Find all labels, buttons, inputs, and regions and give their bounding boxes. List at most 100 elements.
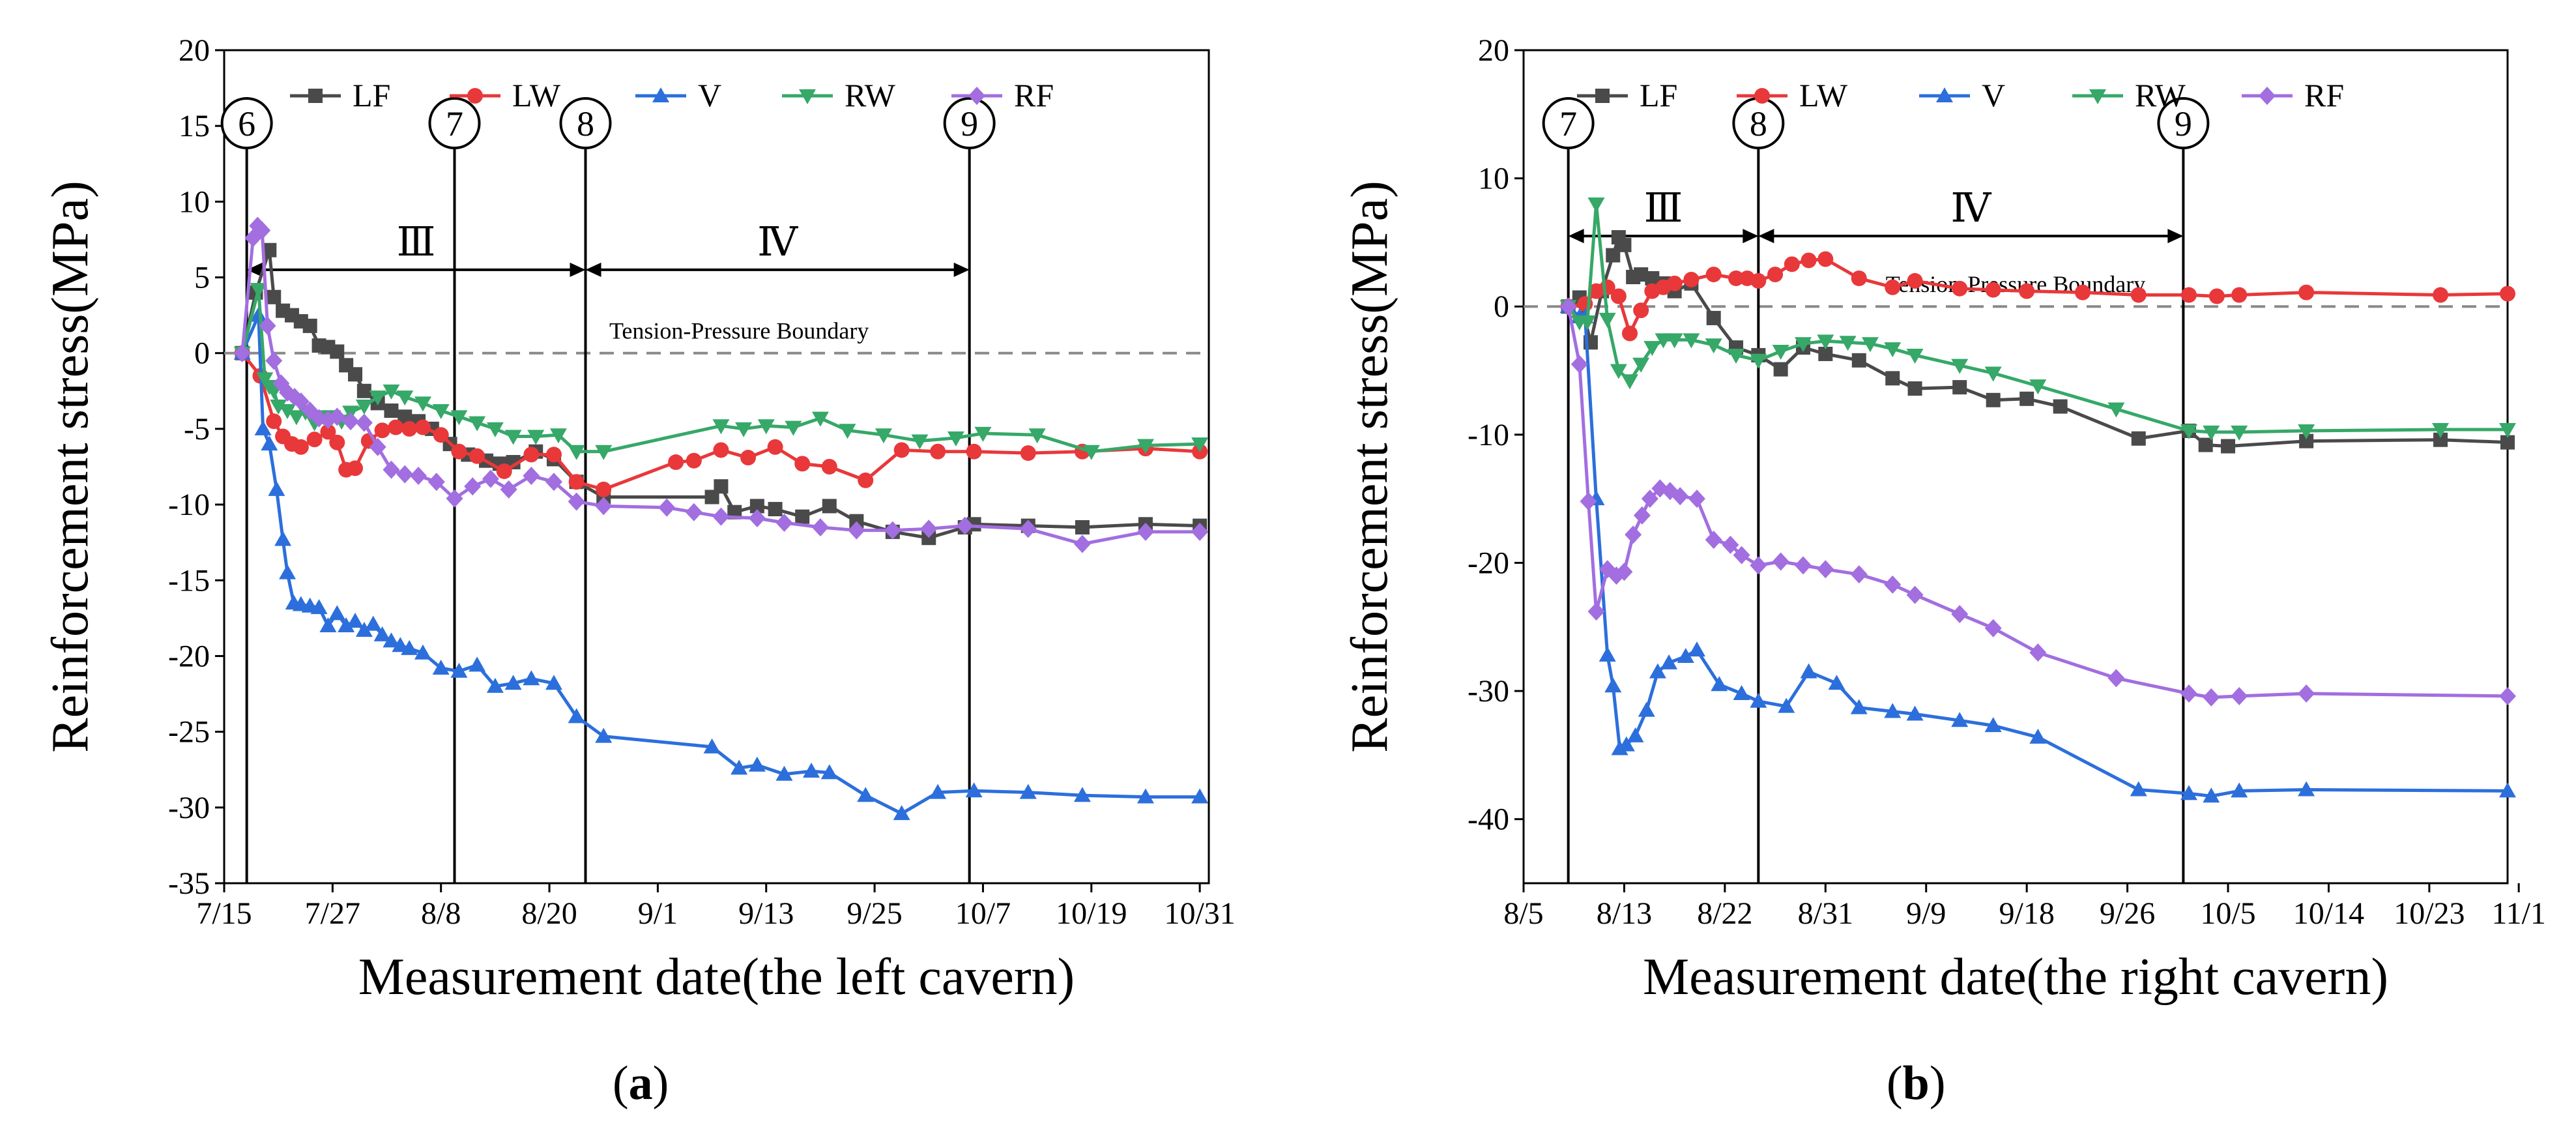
c0-point-rf <box>342 412 360 431</box>
c1-point-lw <box>2433 287 2449 303</box>
c0-point-lw <box>401 420 418 437</box>
c0-point-lw <box>794 456 811 472</box>
c1-legend-label: LF <box>1640 77 1677 113</box>
c1-point-rf <box>1772 552 1789 571</box>
c0-point-rw <box>757 419 775 435</box>
c1-x-tick-label: 10/5 <box>2200 896 2255 931</box>
c1-stage-arrow-head-right <box>1743 229 1759 244</box>
c0-point-v <box>383 632 400 648</box>
c1-point-rw <box>1728 348 1745 364</box>
c1-point-v <box>1906 705 1924 721</box>
c1-legend-lf: LF <box>1577 77 1677 113</box>
c1-point-lw <box>1622 325 1638 342</box>
c1-legend-marker <box>1754 88 1770 104</box>
c1-legend-marker <box>1595 89 1610 103</box>
c0-point-rf <box>956 516 974 535</box>
c1-point-rf <box>1641 490 1658 508</box>
c1-point-lw <box>2231 287 2248 303</box>
c0-legend-rw: RW <box>782 77 896 113</box>
c0-point-lf <box>262 242 277 257</box>
c1-point-lf <box>1634 267 1649 282</box>
c0-point-rw <box>287 410 305 426</box>
c1-point-v <box>1611 740 1628 755</box>
c0-y-tick-label: -15 <box>168 563 210 598</box>
c0-point-rw <box>527 430 545 445</box>
c0-y-tick-label: -20 <box>168 639 210 673</box>
c1-point-v <box>1733 685 1750 701</box>
c0-point-v <box>1191 788 1209 804</box>
c0-stage-arrow-head-left <box>585 262 601 277</box>
c0-point-rw <box>1136 439 1154 454</box>
c1-point-rw <box>1794 337 1812 353</box>
c0-legend-marker <box>308 89 323 103</box>
c1-point-lw <box>1817 251 1834 267</box>
c1-point-rw <box>2499 422 2516 438</box>
c0-legend-label: LW <box>512 77 561 113</box>
c1-point-rf <box>2499 686 2516 705</box>
c0-point-rf <box>712 507 730 526</box>
c0-stage-circle <box>943 97 996 149</box>
chart-right-cavern: -40 -30 -20 -10 0 10 20 8/5 8/13 8/22 8/31 9/9 9/18 9… <box>1341 33 2546 1006</box>
c1-point-rw <box>1632 357 1650 373</box>
c0-legend-marker <box>467 88 483 104</box>
c1-point-v <box>2180 785 2197 800</box>
c1-point-lw <box>1750 272 1767 289</box>
c0-point-lw <box>306 432 323 448</box>
c1-point-lf <box>1885 371 1900 386</box>
c0-point-v <box>568 708 585 724</box>
c1-point-lw <box>1683 271 1700 287</box>
c0-point-rf <box>545 473 562 491</box>
c0-point-rw <box>383 384 400 400</box>
c0-stage-arrow-head-left <box>246 262 263 277</box>
panel-label-b-letter: b <box>1902 1057 1930 1110</box>
c0-point-lw <box>414 419 431 435</box>
c0-stage-number: 8 <box>577 104 594 143</box>
c0-stage-number: 9 <box>961 104 978 143</box>
c1-series-v <box>1559 298 2516 803</box>
c0-point-rw <box>1028 428 1046 444</box>
c0-point-v <box>523 670 540 686</box>
c1-point-lw <box>1952 280 1968 297</box>
c0-legend-rf: RF <box>951 77 1054 113</box>
c1-series-rw <box>1559 197 2516 441</box>
c1-point-rw <box>1683 333 1700 349</box>
c1-point-lw <box>2500 286 2515 302</box>
c1-point-lf <box>2131 431 2146 446</box>
c0-point-rf <box>396 465 414 484</box>
c0-point-lw <box>668 454 684 471</box>
c1-stage-number: 7 <box>1559 104 1577 143</box>
c1-point-lf <box>2299 433 2314 448</box>
c0-point-rf <box>383 460 400 479</box>
c1-legend-label: RW <box>2135 77 2186 113</box>
c1-x-tick-label: 8/31 <box>1798 896 1853 931</box>
c0-point-lf <box>795 509 810 524</box>
c0-point-lw <box>1020 445 1036 461</box>
c1-point-rw <box>1951 359 1969 374</box>
c1-legend-rf: RF <box>2242 77 2344 113</box>
c1-point-rf <box>1580 492 1597 511</box>
c1-point-lf <box>1818 346 1833 361</box>
c0-point-lw <box>433 427 449 443</box>
c0-point-v <box>347 613 364 628</box>
c0-series-rf <box>233 216 1209 553</box>
c0-point-lf <box>822 499 837 514</box>
c1-point-lw <box>1907 272 1923 289</box>
c0-point-v <box>401 639 418 655</box>
c0-point-v <box>965 782 983 798</box>
c1-point-v <box>1800 663 1817 679</box>
c1-point-rf <box>2203 688 2220 707</box>
c0-point-rw <box>396 390 414 406</box>
c0-y-tick-label: 20 <box>179 33 210 68</box>
c1-legend-lw: LW <box>1737 77 1848 113</box>
c0-boundary-label: Tension-Pressure Boundary <box>609 318 869 344</box>
c1-point-lf <box>1606 248 1621 263</box>
c0-point-rf <box>233 344 251 362</box>
c1-legend-marker <box>2259 87 2276 105</box>
c0-point-lw <box>374 422 390 439</box>
c0-point-rw <box>1082 445 1100 460</box>
c1-point-rw <box>1772 345 1789 360</box>
c1-point-lf <box>1952 380 1967 395</box>
c1-point-rf <box>2298 684 2315 703</box>
c0-point-lw <box>329 434 345 450</box>
c1-point-rf <box>1817 560 1834 579</box>
